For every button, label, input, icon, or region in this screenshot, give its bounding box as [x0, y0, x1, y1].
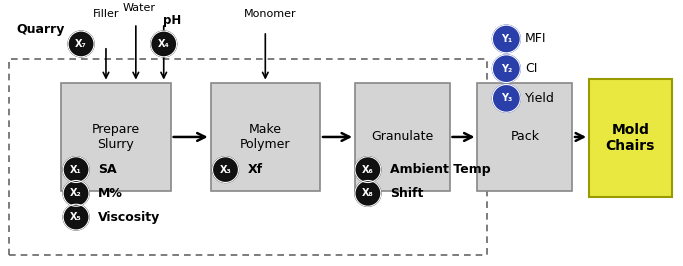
Text: X₈: X₈	[362, 188, 374, 198]
Circle shape	[212, 157, 238, 182]
Circle shape	[355, 157, 381, 182]
Text: Y₁: Y₁	[501, 34, 512, 44]
Text: CI: CI	[525, 62, 538, 75]
Text: Y₂: Y₂	[501, 64, 512, 74]
Text: X₆: X₆	[362, 165, 374, 174]
Text: X₁: X₁	[70, 165, 82, 174]
Bar	[210, 82, 320, 191]
Text: Granulate: Granulate	[371, 130, 434, 143]
Text: MFI: MFI	[525, 32, 547, 45]
Circle shape	[492, 25, 520, 53]
Bar	[477, 82, 572, 191]
Text: Y₃: Y₃	[501, 93, 512, 103]
Circle shape	[63, 181, 89, 206]
Text: X₃: X₃	[220, 165, 232, 174]
Bar	[355, 82, 449, 191]
Text: Filler: Filler	[93, 9, 120, 19]
Text: Make
Polymer: Make Polymer	[240, 123, 290, 151]
Text: X₅: X₅	[70, 212, 82, 222]
Bar	[61, 82, 171, 191]
Text: Pack: Pack	[510, 130, 540, 143]
Circle shape	[63, 204, 89, 230]
Text: Quarry: Quarry	[16, 23, 65, 36]
Circle shape	[151, 31, 177, 57]
Text: Mold
Chairs: Mold Chairs	[606, 123, 655, 153]
Text: Xf: Xf	[247, 163, 262, 176]
Text: M%: M%	[98, 187, 123, 200]
Text: pH: pH	[163, 14, 181, 27]
Text: Prepare
Slurry: Prepare Slurry	[92, 123, 140, 151]
Text: Monomer: Monomer	[244, 9, 296, 19]
Bar	[10, 59, 488, 255]
Circle shape	[68, 31, 94, 57]
Text: X₂: X₂	[70, 188, 82, 198]
Circle shape	[63, 157, 89, 182]
Text: Shift: Shift	[390, 187, 423, 200]
Text: Ambient Temp: Ambient Temp	[390, 163, 490, 176]
Bar	[589, 78, 671, 197]
Text: X₄: X₄	[158, 39, 169, 49]
Circle shape	[355, 181, 381, 206]
Text: Water: Water	[122, 3, 155, 13]
Text: SA: SA	[98, 163, 117, 176]
Circle shape	[492, 85, 520, 112]
Circle shape	[492, 55, 520, 82]
Text: Viscosity: Viscosity	[98, 211, 161, 224]
Text: X₇: X₇	[75, 39, 87, 49]
Text: Yield: Yield	[525, 92, 555, 105]
